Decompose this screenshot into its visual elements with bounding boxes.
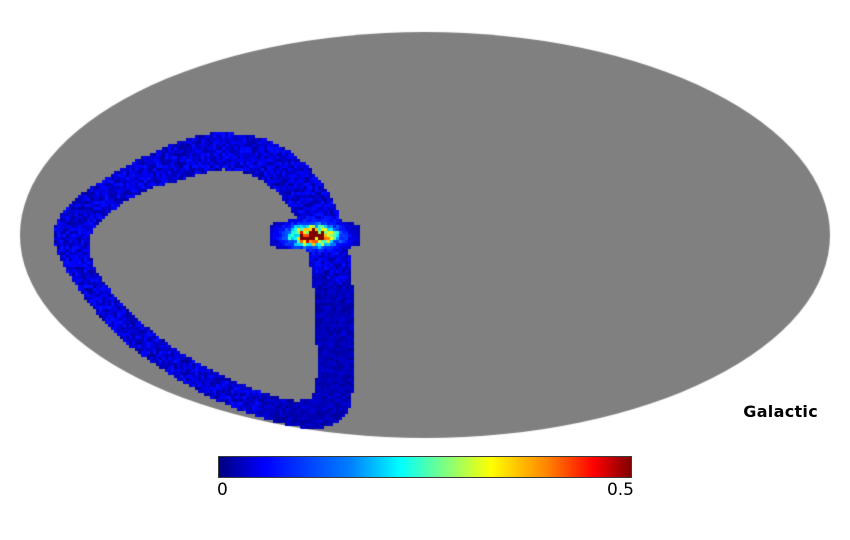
coordinate-system-label: Galactic bbox=[743, 402, 818, 421]
colorbar-max-label: 0.5 bbox=[606, 480, 634, 500]
colorbar-gradient bbox=[218, 456, 632, 478]
colorbar-min-label: 0 bbox=[217, 480, 228, 500]
sky-map-canvas bbox=[0, 0, 850, 450]
colorbar: 0 0.5 bbox=[217, 456, 634, 502]
mollweide-projection bbox=[0, 0, 850, 450]
